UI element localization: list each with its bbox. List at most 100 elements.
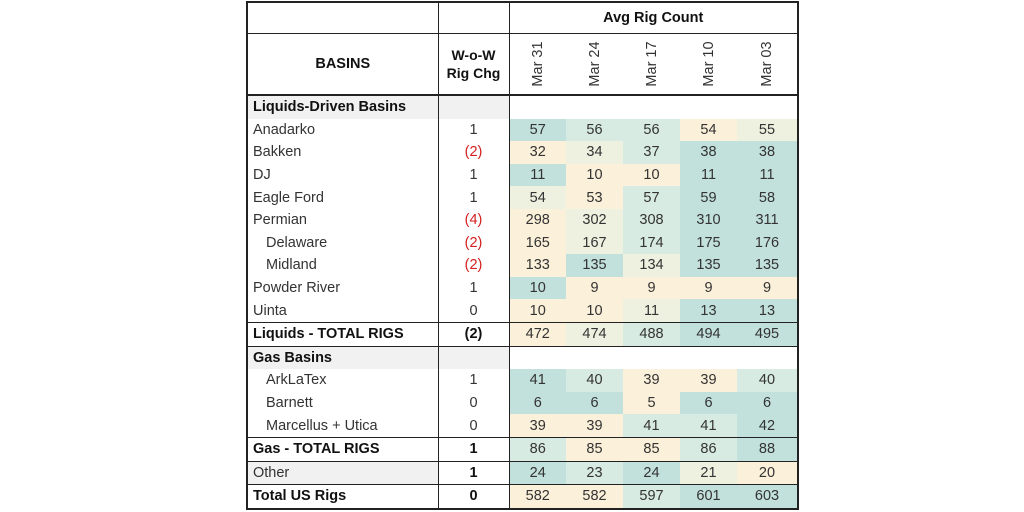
section-label: Gas Basins (247, 346, 439, 370)
rig-count-cell: 54 (509, 186, 566, 209)
rig-count-cell: 135 (566, 254, 623, 277)
rig-count-cell: 40 (737, 369, 798, 392)
basin-row: Permian (4) 298 302 308 310 311 (247, 208, 798, 232)
basin-name: Other (247, 461, 439, 485)
section-values-blank (509, 95, 798, 119)
rig-count-cell: 11 (737, 163, 798, 187)
wow-header-line1: W-o-W (451, 47, 496, 63)
rig-count-cell: 311 (737, 208, 798, 232)
rig-count-cell: 20 (737, 461, 798, 485)
rig-count-cell: 133 (509, 254, 566, 277)
rig-count-cell: 488 (623, 321, 680, 347)
wow-change: 0 (438, 484, 510, 510)
rig-count-cell: 10 (566, 299, 623, 323)
rig-count-cell: 582 (566, 484, 623, 510)
basins-header: BASINS (247, 33, 439, 96)
section-row: Liquids-Driven Basins (247, 95, 798, 119)
rig-count-cell: 86 (680, 436, 737, 462)
week-header: Mar 24 (566, 33, 623, 96)
rig-count-cell: 495 (737, 321, 798, 347)
rig-count-cell: 11 (680, 163, 737, 187)
wow-change: (2) (438, 254, 510, 277)
wow-change: 1 (438, 118, 510, 142)
week-header-label: Mar 10 (700, 41, 717, 87)
rig-count-cell: 11 (623, 299, 680, 323)
basin-row: DJ 1 11 10 10 11 11 (247, 163, 798, 187)
rig-count-cell: 6 (680, 391, 737, 415)
rig-count-cell: 134 (623, 254, 680, 277)
rig-count-cell: 85 (566, 436, 623, 462)
rig-count-cell: 34 (566, 141, 623, 164)
rig-count-cell: 38 (680, 141, 737, 164)
basin-row: Other 1 24 23 24 21 20 (247, 461, 798, 485)
rig-count-cell: 38 (737, 141, 798, 164)
rig-count-cell: 5 (623, 391, 680, 415)
week-header: Mar 03 (737, 33, 798, 96)
rig-count-cell: 39 (566, 414, 623, 438)
rig-count-cell: 39 (509, 414, 566, 438)
rig-count-cell: 39 (680, 369, 737, 392)
rig-count-cell: 13 (737, 299, 798, 323)
rig-count-cell: 41 (680, 414, 737, 438)
rig-count-cell: 298 (509, 208, 566, 232)
rig-count-cell: 601 (680, 484, 737, 510)
rig-count-cell: 9 (566, 276, 623, 300)
rig-count-cell: 174 (623, 231, 680, 255)
rig-count-cell: 165 (509, 231, 566, 255)
wow-change: 1 (438, 186, 510, 209)
rig-count-cell: 11 (509, 163, 566, 187)
wow-change: (2) (438, 321, 510, 347)
wow-change: (4) (438, 208, 510, 232)
basin-name: Barnett (247, 391, 439, 415)
wow-change: 0 (438, 299, 510, 323)
wow-change: 1 (438, 436, 510, 462)
header-blank-chg (438, 2, 510, 34)
total-row: Liquids - TOTAL RIGS (2) 472 474 488 494 495 (247, 321, 798, 347)
basin-name: Bakken (247, 141, 439, 164)
wow-change: 1 (438, 276, 510, 300)
rig-count-cell: 10 (623, 163, 680, 187)
wow-header: W-o-W Rig Chg (438, 33, 510, 96)
week-header: Mar 31 (509, 33, 566, 96)
section-chg-blank (438, 346, 510, 370)
basin-name: Total US Rigs (247, 484, 439, 510)
basin-row: Eagle Ford 1 54 53 57 59 58 (247, 186, 798, 209)
week-header: Mar 10 (680, 33, 737, 96)
basin-name: Eagle Ford (247, 186, 439, 209)
rig-count-cell: 474 (566, 321, 623, 347)
rig-count-cell: 472 (509, 321, 566, 347)
basin-name: Delaware (247, 231, 439, 255)
rig-count-cell: 24 (623, 461, 680, 485)
rig-count-cell: 37 (623, 141, 680, 164)
rig-count-cell: 176 (737, 231, 798, 255)
rig-count-cell: 13 (680, 299, 737, 323)
basin-name: Anadarko (247, 118, 439, 142)
rig-count-cell: 56 (623, 118, 680, 142)
basin-row: Delaware (2) 165 167 174 175 176 (247, 231, 798, 255)
rig-count-cell: 32 (509, 141, 566, 164)
rig-count-cell: 167 (566, 231, 623, 255)
avg-rig-count-header: Avg Rig Count (509, 2, 798, 34)
rig-count-cell: 308 (623, 208, 680, 232)
basin-row: Uinta 0 10 10 11 13 13 (247, 299, 798, 323)
header-blank-name (247, 2, 439, 34)
rig-count-cell: 23 (566, 461, 623, 485)
rig-count-cell: 10 (509, 276, 566, 300)
rig-count-cell: 603 (737, 484, 798, 510)
rig-count-cell: 57 (509, 118, 566, 142)
total-row: Total US Rigs 0 582 582 597 601 603 (247, 484, 798, 510)
basin-name: Midland (247, 254, 439, 277)
week-header-label: Mar 17 (643, 41, 660, 87)
rig-count-cell: 135 (737, 254, 798, 277)
rig-count-cell: 10 (566, 163, 623, 187)
section-row: Gas Basins (247, 346, 798, 370)
week-header-label: Mar 03 (759, 41, 775, 87)
basin-name: Gas - TOTAL RIGS (247, 436, 439, 462)
rig-count-cell: 302 (566, 208, 623, 232)
rig-count-cell: 10 (509, 299, 566, 323)
rig-count-cell: 6 (509, 391, 566, 415)
wow-change: (2) (438, 231, 510, 255)
rig-count-cell: 21 (680, 461, 737, 485)
rig-count-cell: 40 (566, 369, 623, 392)
basin-name: Liquids - TOTAL RIGS (247, 321, 439, 347)
